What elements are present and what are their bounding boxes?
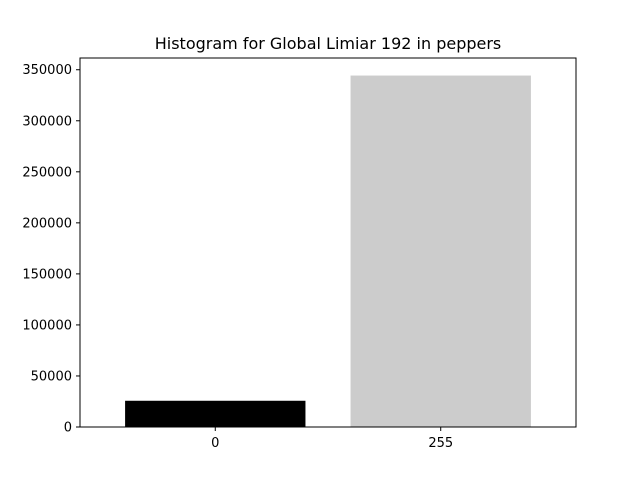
bar-0 xyxy=(125,400,306,427)
y-tick-label-350000: 350000 xyxy=(22,63,72,78)
plot-frame xyxy=(79,57,577,428)
y-tick-label-150000: 150000 xyxy=(22,267,72,282)
y-tick-label-250000: 250000 xyxy=(22,165,72,180)
y-tick-label-50000: 50000 xyxy=(31,369,72,384)
x-tick-label-255: 255 xyxy=(428,436,453,451)
y-tick-label-200000: 200000 xyxy=(22,216,72,231)
y-tick-label-0: 0 xyxy=(64,421,72,436)
bars-layer xyxy=(125,75,531,427)
axes-layer: 0 50000 100000 150000 200000 250000 300000 3500… xyxy=(22,57,577,451)
x-tick-label-0: 0 xyxy=(211,436,219,451)
bar-255 xyxy=(350,75,531,427)
y-tick-label-300000: 300000 xyxy=(22,114,72,129)
y-tick-label-100000: 100000 xyxy=(22,318,72,333)
chart-title: Histogram for Global Limiar 192 in peppe… xyxy=(155,34,502,53)
